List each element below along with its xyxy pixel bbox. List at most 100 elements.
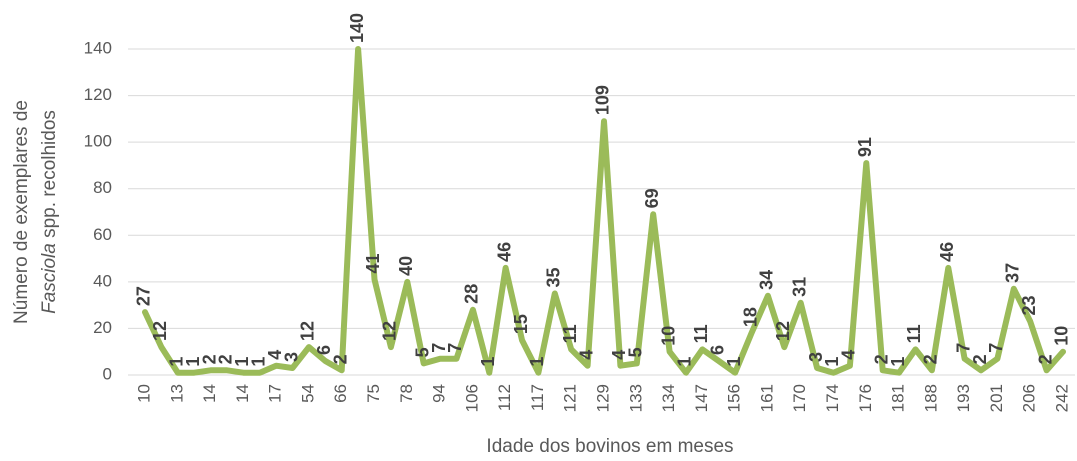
data-label: 12 — [298, 321, 318, 341]
data-label: 3 — [806, 352, 826, 362]
x-tick-label: 174 — [823, 384, 842, 412]
data-label: 28 — [462, 284, 482, 304]
data-label: 91 — [855, 137, 875, 157]
x-tick-label: 112 — [495, 384, 514, 411]
data-label: 4 — [609, 350, 629, 360]
data-label: 1 — [724, 357, 744, 367]
y-tick-label: 100 — [84, 132, 112, 151]
y-tick-label: 40 — [93, 271, 112, 290]
x-tick-label: 147 — [692, 384, 711, 412]
x-tick-label: 14 — [200, 384, 219, 403]
data-label: 7 — [429, 343, 449, 353]
x-tick-label: 129 — [593, 384, 612, 412]
y-axis-title-italic: Fasciola — [39, 243, 60, 314]
x-tick-label: 106 — [462, 384, 481, 412]
x-tick-label: 161 — [757, 384, 776, 412]
data-label: 1 — [167, 357, 187, 367]
data-label: 2 — [921, 354, 941, 364]
data-label: 10 — [1052, 326, 1072, 346]
y-axis-title-line: Fasciola spp. recolhidos — [39, 110, 60, 314]
data-label: 6 — [708, 345, 728, 355]
data-label: 6 — [314, 345, 334, 355]
data-label: 31 — [789, 277, 809, 297]
y-axis-title: Fasciola spp. recolhidos — [39, 110, 60, 314]
data-line — [142, 46, 1066, 376]
data-label: 1 — [232, 357, 252, 367]
x-tick-label: 75 — [364, 384, 383, 403]
x-tick-label: 133 — [626, 384, 645, 412]
data-label: 109 — [593, 85, 613, 115]
data-label: 2 — [330, 354, 350, 364]
data-label: 7 — [445, 343, 465, 353]
x-tick-label: 170 — [790, 384, 809, 412]
data-label: 12 — [150, 321, 170, 341]
x-tick-label: 134 — [659, 384, 678, 412]
x-tick-label: 13 — [167, 384, 186, 403]
data-label: 2 — [199, 354, 219, 364]
data-label: 12 — [773, 321, 793, 341]
data-label: 69 — [642, 188, 662, 208]
data-label: 1 — [183, 357, 203, 367]
data-label: 18 — [740, 307, 760, 327]
x-tick-label: 14 — [233, 384, 252, 403]
data-label: 7 — [953, 343, 973, 353]
data-label: 11 — [904, 324, 924, 343]
data-label: 1 — [478, 357, 498, 367]
x-tick-label: 66 — [331, 384, 350, 403]
data-label: 46 — [494, 242, 514, 262]
x-tick-label: 181 — [889, 384, 908, 412]
x-axis-title: Idade dos bovinos em meses — [486, 436, 733, 457]
y-tick-label: 20 — [93, 318, 112, 337]
data-label: 37 — [1003, 263, 1023, 283]
data-label: 35 — [544, 267, 564, 287]
data-label: 41 — [363, 253, 383, 273]
x-tick-label: 94 — [430, 384, 449, 403]
data-label: 3 — [281, 352, 301, 362]
x-tick-label: 201 — [987, 384, 1006, 412]
data-label: 11 — [560, 324, 580, 343]
data-label: 5 — [412, 347, 432, 357]
data-label: 1 — [527, 357, 547, 367]
data-label: 1 — [675, 357, 695, 367]
data-label: 1 — [249, 357, 269, 367]
x-tick-label: 17 — [266, 384, 285, 403]
data-label: 2 — [871, 354, 891, 364]
x-tick-label: 176 — [856, 384, 875, 412]
data-label: 1 — [822, 357, 842, 367]
x-tick-label: 10 — [134, 384, 153, 403]
x-tick-label: 54 — [298, 384, 317, 403]
x-tick-label: 206 — [1020, 384, 1039, 412]
x-tick-label: 121 — [561, 384, 580, 412]
data-label: 23 — [1019, 295, 1039, 315]
y-axis-title-line: Número de exemplares de — [11, 100, 32, 324]
data-label: 11 — [691, 324, 711, 343]
data-label: 2 — [216, 354, 236, 364]
y-tick-label: 60 — [93, 225, 112, 244]
x-tick-label: 188 — [921, 384, 940, 412]
data-label: 12 — [380, 321, 400, 341]
data-label: 15 — [511, 314, 531, 334]
data-label: 34 — [757, 270, 777, 290]
y-tick-label: 0 — [103, 364, 112, 383]
y-tick-label: 120 — [84, 85, 112, 104]
x-tick-label: 193 — [954, 384, 973, 412]
data-label: 2 — [970, 354, 990, 364]
data-label: 4 — [839, 350, 859, 360]
data-label: 1 — [888, 357, 908, 367]
x-tick-label: 242 — [1052, 384, 1071, 412]
data-label: 27 — [134, 286, 154, 306]
data-label: 2 — [1035, 354, 1055, 364]
data-label: 7 — [986, 343, 1006, 353]
data-label: 40 — [396, 256, 416, 276]
data-label: 140 — [347, 13, 367, 43]
data-label: 10 — [658, 326, 678, 346]
y-axis-title: Número de exemplares de — [11, 100, 32, 324]
x-tick-label: 117 — [528, 384, 547, 411]
x-tick-label: 78 — [397, 384, 416, 403]
data-label: 46 — [937, 242, 957, 262]
x-tick-label: 156 — [725, 384, 744, 412]
data-label: 5 — [626, 347, 646, 357]
y-tick-label: 140 — [84, 38, 112, 57]
y-tick-label: 80 — [93, 178, 112, 197]
